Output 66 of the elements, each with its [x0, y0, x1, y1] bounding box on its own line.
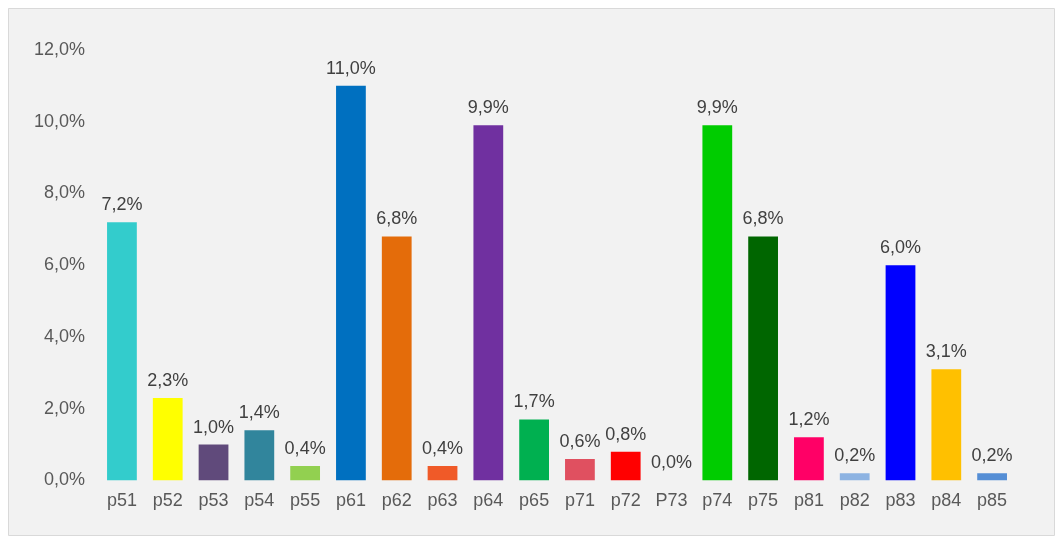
bar	[290, 466, 321, 481]
bar	[336, 85, 366, 481]
x-tick-label: p64	[473, 490, 504, 511]
y-tick-label: 0,0%	[44, 469, 86, 490]
data-label: 1,2%	[788, 409, 830, 430]
x-tick-label: p51	[106, 490, 137, 511]
data-label: 0,0%	[651, 452, 693, 473]
data-label: 0,6%	[559, 430, 601, 451]
data-label: 9,9%	[696, 97, 738, 118]
bar	[839, 473, 870, 481]
x-tick-label: p71	[564, 490, 595, 511]
bar	[794, 437, 824, 481]
x-tick-label: p82	[839, 490, 870, 511]
x-tick-label: p63	[427, 490, 458, 511]
bar	[519, 419, 549, 481]
bar	[381, 236, 412, 481]
data-label: 0,2%	[834, 445, 876, 466]
y-tick-label: 4,0%	[44, 325, 86, 346]
bar	[107, 222, 137, 481]
data-label: 2,3%	[147, 369, 189, 390]
y-tick-label: 6,0%	[44, 254, 86, 275]
y-tick-label: 8,0%	[44, 182, 86, 203]
bar	[565, 458, 595, 481]
data-label: 1,0%	[193, 416, 235, 437]
data-label: 9,9%	[467, 97, 509, 118]
x-tick-label: p72	[610, 490, 641, 511]
bar	[885, 265, 916, 481]
bar	[427, 466, 458, 481]
bar	[931, 369, 962, 481]
data-label: 0,8%	[605, 423, 647, 444]
bar	[152, 397, 183, 481]
y-tick-label: 10,0%	[33, 110, 86, 131]
data-label: 11,0%	[326, 57, 376, 78]
data-label: 1,7%	[513, 391, 555, 412]
x-tick-label: p65	[519, 490, 550, 511]
bar	[977, 473, 1007, 481]
data-label: 0,4%	[284, 438, 326, 459]
x-tick-label: p75	[748, 490, 779, 511]
x-tick-label: P73	[655, 490, 688, 511]
data-label: 1,4%	[238, 402, 280, 423]
x-tick-label: p84	[931, 490, 962, 511]
x-tick-label: p85	[977, 490, 1008, 511]
x-tick-label: p74	[702, 490, 733, 511]
x-tick-label: p81	[793, 490, 824, 511]
data-label: 7,2%	[101, 194, 143, 215]
bar	[610, 451, 641, 481]
data-label: 6,8%	[742, 208, 784, 229]
data-label: 0,4%	[422, 438, 464, 459]
data-label: 6,0%	[879, 237, 922, 258]
data-label: 0,2%	[971, 445, 1013, 466]
bar	[702, 125, 733, 481]
data-label: 3,1%	[925, 341, 967, 362]
x-tick-label: p52	[152, 490, 183, 511]
x-tick-label: p62	[381, 490, 412, 511]
x-tick-label: p61	[335, 490, 366, 511]
y-tick-label: 12,0%	[33, 38, 86, 59]
data-label: 6,8%	[376, 208, 418, 229]
y-tick-label: 2,0%	[44, 397, 86, 418]
x-tick-label: p53	[198, 490, 229, 511]
bar	[473, 125, 504, 481]
x-tick-label: p54	[244, 490, 275, 511]
bar	[198, 444, 229, 481]
x-tick-label: p83	[885, 490, 916, 511]
bar	[748, 236, 778, 481]
bar	[244, 430, 275, 481]
x-tick-label: p55	[290, 490, 321, 511]
